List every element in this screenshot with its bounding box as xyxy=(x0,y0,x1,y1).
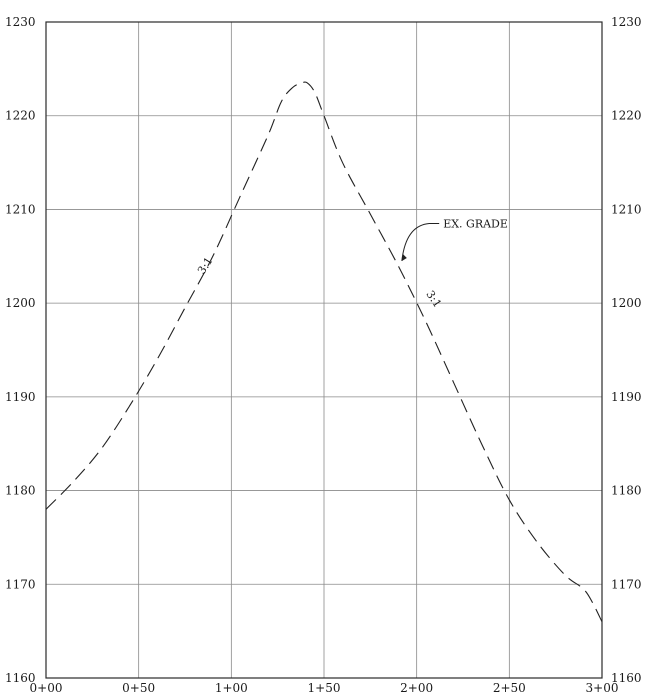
y-tick-label-left: 1220 xyxy=(5,109,36,123)
x-tick-label: 1+00 xyxy=(215,681,248,695)
y-tick-label-left: 1180 xyxy=(5,484,36,498)
y-tick-label-left: 1200 xyxy=(5,296,36,310)
x-tick-label: 3+00 xyxy=(586,681,619,695)
x-axis-labels: 0+00 0+50 1+00 1+50 2+00 2+50 3+00 xyxy=(30,681,619,695)
y-tick-label-right: 1160 xyxy=(611,671,642,685)
leader-arrowhead-icon xyxy=(401,253,407,261)
y-axis-left-labels: 1160 1170 1180 1190 1200 1210 1220 1230 xyxy=(5,15,36,685)
y-tick-label-left: 1190 xyxy=(5,390,36,404)
x-tick-label: 0+50 xyxy=(122,681,155,695)
y-tick-label-left: 1230 xyxy=(5,15,36,29)
y-axis-right-labels: 1160 1170 1180 1190 1200 1210 1220 1230 xyxy=(611,15,642,685)
y-tick-label-right: 1190 xyxy=(611,390,642,404)
y-tick-label-right: 1180 xyxy=(611,484,642,498)
y-tick-label-left: 1210 xyxy=(5,202,36,216)
y-tick-label-right: 1220 xyxy=(611,109,642,123)
y-tick-label-right: 1210 xyxy=(611,202,642,216)
y-tick-label-right: 1230 xyxy=(611,15,642,29)
plot-frame xyxy=(45,21,603,679)
y-tick-label-right: 1200 xyxy=(611,296,642,310)
slope-label-right: 3:1 xyxy=(423,288,444,310)
x-tick-label: 2+50 xyxy=(493,681,526,695)
x-tick-label: 2+00 xyxy=(400,681,433,695)
x-tick-label: 0+00 xyxy=(30,681,63,695)
y-tick-label-left: 1170 xyxy=(5,577,36,591)
grid xyxy=(46,22,602,678)
y-tick-label-right: 1170 xyxy=(611,577,642,591)
x-tick-label: 1+50 xyxy=(308,681,341,695)
ex-grade-leader xyxy=(401,222,440,262)
annotations: 3:13:1EX. GRADE xyxy=(195,217,508,310)
ex-grade-label: EX. GRADE xyxy=(443,217,508,230)
y-tick-label-left: 1160 xyxy=(5,671,36,685)
